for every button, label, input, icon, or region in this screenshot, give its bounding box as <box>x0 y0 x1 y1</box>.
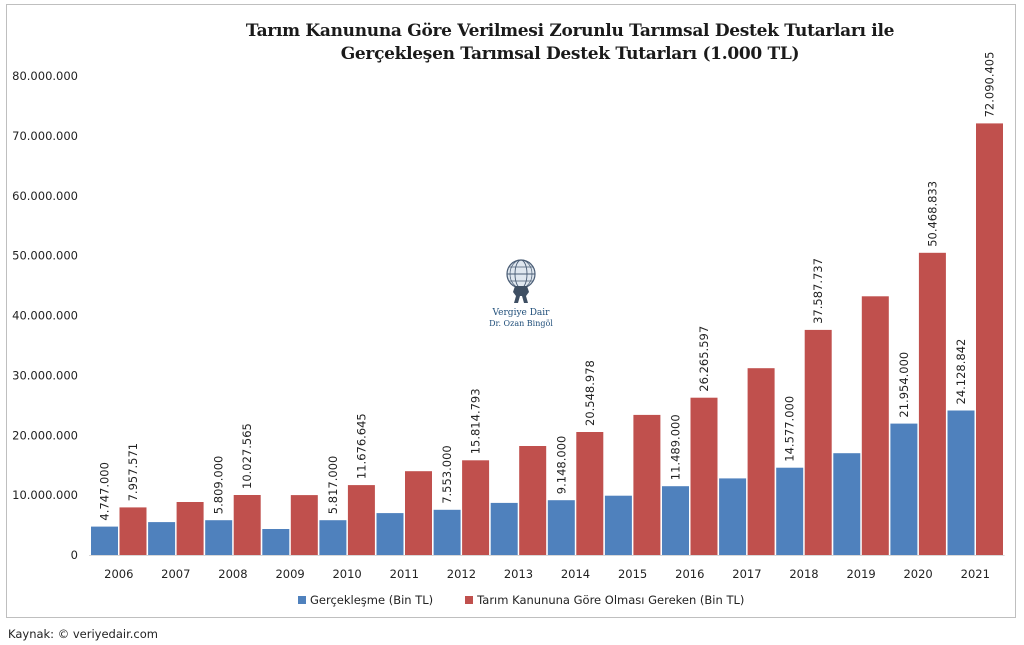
x-tick-label: 2016 <box>675 567 704 581</box>
x-tick-label: 2010 <box>332 567 361 581</box>
y-tick-label: 60.000.000 <box>12 189 78 203</box>
bar-gerceklesme-2009 <box>262 529 290 555</box>
data-label: 20.548.978 <box>583 360 597 426</box>
data-label: 26.265.597 <box>697 326 711 392</box>
legend-label-olmasi-gereken: Tarım Kanununa Göre Olması Gereken (Bin … <box>477 593 745 607</box>
bar-olmasi-gereken-2013 <box>519 446 547 555</box>
bar-olmasi-gereken-2017 <box>747 368 775 555</box>
y-tick-label: 40.000.000 <box>12 309 78 323</box>
bar-gerceklesme-2019 <box>833 453 861 555</box>
x-tick-label: 2014 <box>561 567 590 581</box>
bar-olmasi-gereken-2006 <box>119 507 147 555</box>
chart-title-line-2: Gerçekleşen Tarımsal Destek Tutarları (1… <box>340 44 800 64</box>
x-tick-label: 2013 <box>504 567 533 581</box>
data-label: 72.090.405 <box>983 52 997 118</box>
bar-olmasi-gereken-2016 <box>690 397 718 555</box>
y-tick-label: 80.000.000 <box>12 69 78 83</box>
bar-olmasi-gereken-2012 <box>462 460 490 555</box>
data-label: 4.747.000 <box>98 462 112 521</box>
legend-label-gerceklesme: Gerçekleşme (Bin TL) <box>310 593 434 607</box>
data-label: 7.553.000 <box>440 445 454 504</box>
bar-gerceklesme-2021 <box>947 410 975 555</box>
x-tick-label: 2012 <box>447 567 476 581</box>
data-label: 14.577.000 <box>783 396 797 462</box>
data-labels: 4.747.000 7.957.571 5.809.000 10.027.565 5.8… <box>98 52 997 521</box>
chart-title-line-1: Tarım Kanununa Göre Verilmesi Zorunlu Ta… <box>245 21 895 41</box>
legend: Gerçekleşme (Bin TL) Tarım Kanununa Göre… <box>298 593 744 607</box>
y-tick-label: 70.000.000 <box>12 129 78 143</box>
bar-olmasi-gereken-2021 <box>976 123 1003 556</box>
data-label: 11.489.000 <box>669 414 683 480</box>
x-tick-label: 2011 <box>390 567 419 581</box>
legend-item-gerceklesme: Gerçekleşme (Bin TL) <box>298 593 433 607</box>
y-tick-label: 50.000.000 <box>12 249 78 263</box>
bar-gerceklesme-2006 <box>91 526 118 555</box>
legend-item-olmasi-gereken: Tarım Kanununa Göre Olması Gereken (Bin … <box>465 593 744 607</box>
x-tick-label: 2019 <box>846 567 875 581</box>
bar-olmasi-gereken-2020 <box>918 252 946 556</box>
bar-olmasi-gereken-2007 <box>176 502 204 555</box>
x-tick-label: 2017 <box>732 567 761 581</box>
x-axis: 2006 2007 2008 2009 2010 2011 2012 2013 2014 2015… <box>104 567 990 581</box>
bar-olmasi-gereken-2010 <box>347 485 375 555</box>
bar-olmasi-gereken-2018 <box>804 329 832 555</box>
source-note: Kaynak: © veriyedair.com <box>8 627 158 641</box>
x-tick-label: 2020 <box>903 567 932 581</box>
bar-olmasi-gereken-2008 <box>233 495 261 555</box>
x-tick-label: 2021 <box>961 567 990 581</box>
logo-line-2: Dr. Ozan Bingöl <box>489 319 553 328</box>
data-label: 37.587.737 <box>811 258 825 324</box>
bar-gerceklesme-2018 <box>776 467 804 555</box>
y-axis: 0 10.000.000 20.000.000 30.000.000 40.000.00… <box>12 69 78 562</box>
legend-swatch-red <box>465 596 474 604</box>
x-tick-label: 2009 <box>275 567 304 581</box>
bar-gerceklesme-2016 <box>662 486 689 555</box>
y-tick-label: 10.000.000 <box>12 488 78 502</box>
x-tick-label: 2015 <box>618 567 647 581</box>
bar-gerceklesme-2020 <box>890 423 918 555</box>
data-label: 21.954.000 <box>897 352 911 418</box>
bar-gerceklesme-2008 <box>205 520 233 555</box>
data-label: 7.957.571 <box>126 443 140 502</box>
logo-line-1: Vergiye Dair <box>492 308 550 318</box>
x-tick-label: 2008 <box>218 567 247 581</box>
legend-swatch-blue <box>298 596 306 604</box>
bar-gerceklesme-2011 <box>376 513 404 555</box>
bar-gerceklesme-2010 <box>319 520 347 555</box>
bar-gerceklesme-2017 <box>719 478 747 555</box>
bar-olmasi-gereken-2014 <box>576 432 604 555</box>
atlas-globe-icon <box>506 259 536 303</box>
chart-title: Tarım Kanununa Göre Verilmesi Zorunlu Ta… <box>200 20 940 66</box>
data-label: 24.128.842 <box>954 339 968 405</box>
bar-gerceklesme-2012 <box>433 509 461 555</box>
bar-gerceklesme-2014 <box>547 500 575 555</box>
bar-gerceklesme-2015 <box>604 495 632 555</box>
data-label: 11.676.645 <box>354 413 368 479</box>
bars <box>91 123 1003 556</box>
bar-olmasi-gereken-2015 <box>633 414 661 555</box>
data-label: 5.817.000 <box>326 456 340 515</box>
bar-olmasi-gereken-2009 <box>290 495 318 555</box>
y-tick-label: 20.000.000 <box>12 428 78 442</box>
x-tick-label: 2007 <box>161 567 190 581</box>
data-label: 5.809.000 <box>212 456 226 515</box>
data-label: 50.468.833 <box>925 181 939 247</box>
y-tick-label: 0 <box>71 548 78 562</box>
data-label: 10.027.565 <box>240 423 254 489</box>
y-tick-label: 30.000.000 <box>12 368 78 382</box>
x-tick-label: 2006 <box>104 567 133 581</box>
watermark-logo: Vergiye Dair Dr. Ozan Bingöl <box>482 258 560 329</box>
bar-olmasi-gereken-2011 <box>405 471 432 555</box>
bar-gerceklesme-2013 <box>490 502 518 555</box>
bar-gerceklesme-2007 <box>148 522 176 555</box>
bar-olmasi-gereken-2019 <box>861 296 889 555</box>
data-label: 9.148.000 <box>554 436 568 495</box>
x-tick-label: 2018 <box>789 567 818 581</box>
data-label: 15.814.793 <box>469 388 483 454</box>
